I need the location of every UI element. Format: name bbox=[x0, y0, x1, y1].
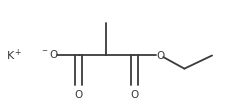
Text: K$^+$: K$^+$ bbox=[6, 48, 23, 63]
Text: O: O bbox=[156, 51, 164, 60]
Text: O: O bbox=[74, 90, 82, 100]
Text: O: O bbox=[130, 90, 138, 100]
Text: $^-$O: $^-$O bbox=[40, 48, 59, 60]
